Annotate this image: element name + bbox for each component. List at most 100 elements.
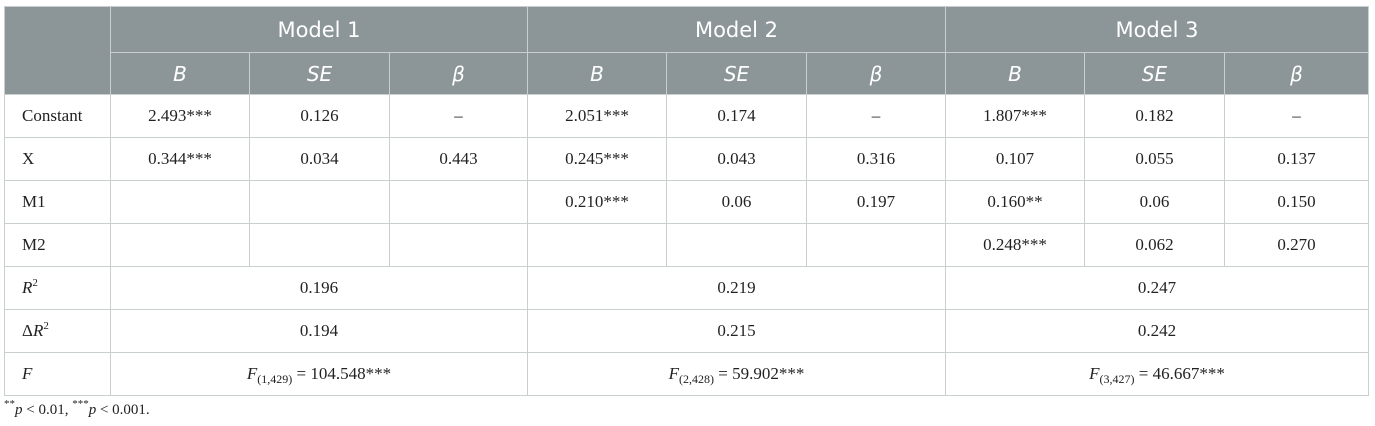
subscript: (3,427) [1099,372,1135,386]
sub-header: B [110,52,250,95]
data-cell: 0.248*** [945,223,1085,267]
sub-header: SE [666,52,807,95]
data-cell: 0.126 [249,94,390,138]
footnote: **p < 0.01, ***p < 0.001. [4,399,150,419]
subscript: (1,429) [257,372,293,386]
data-cell: 0.245*** [527,137,667,181]
symbol: F [1089,364,1100,383]
summary-cell: 0.215 [527,309,946,353]
row-label: ΔR2 [4,309,111,353]
row-label: Constant [4,94,111,138]
prefix: Δ [22,321,33,340]
data-cell: 0.062 [1084,223,1225,267]
group-header: Model 1 [110,6,528,53]
empty-cell [110,223,250,267]
data-cell: 0.06 [666,180,807,224]
empty-cell [110,180,250,224]
subscript: (2,428) [679,372,715,386]
data-row: M2 0.248*** 0.062 0.270 [4,223,1369,267]
summary-row: ΔR2 0.194 0.215 0.242 [4,309,1369,353]
symbol: F [22,364,33,383]
symbol: R [32,321,44,340]
empty-cell [666,223,807,267]
data-cell: 0.06 [1084,180,1225,224]
data-cell: – [806,94,946,138]
summary-cell: 0.247 [945,266,1369,310]
footnote-symbol: p [15,402,23,418]
value: = 59.902*** [714,364,805,383]
corner-cell [4,6,111,95]
data-cell: – [389,94,528,138]
data-cell: 0.174 [666,94,807,138]
empty-cell [806,223,946,267]
data-cell: 0.034 [249,137,390,181]
empty-cell [389,223,528,267]
data-cell: 0.316 [806,137,946,181]
row-label: X [4,137,111,181]
sub-header-row: B SE β B SE β B SE β [5,52,1369,95]
empty-cell [249,223,390,267]
footnote-text: < 0.001. [96,402,150,418]
footnote-mark: *** [72,398,89,410]
data-cell: 1.807*** [945,94,1085,138]
summary-cell: F(1,429) = 104.548*** [110,352,528,396]
sub-header: B [945,52,1085,95]
data-cell: 0.443 [389,137,528,181]
data-cell: 0.137 [1224,137,1369,181]
data-cell: 2.051*** [527,94,667,138]
summary-cell: 0.242 [945,309,1369,353]
sub-header: SE [1084,52,1225,95]
data-cell: 0.150 [1224,180,1369,224]
summary-row: F F(1,429) = 104.548*** F(2,428) = 59.902*… [4,352,1369,396]
sub-header: β [389,52,528,95]
value: = 46.667*** [1134,364,1225,383]
data-row: M1 0.210*** 0.06 0.197 0.160** 0.06 0.150 [4,180,1369,224]
row-label: M1 [4,180,111,224]
empty-cell [389,180,528,224]
summary-row: R2 0.196 0.219 0.247 [4,266,1369,310]
data-cell: 0.344*** [110,137,250,181]
row-label: M2 [4,223,111,267]
symbol: R [22,278,33,297]
footnote-text: < 0.01, [22,402,73,418]
sub-header: B [527,52,667,95]
symbol: F [246,364,258,383]
footnote-mark: ** [4,398,15,410]
data-cell: 0.107 [945,137,1085,181]
sub-header: β [806,52,946,95]
group-header-row: Model 1 Model 2 Model 3 [4,6,1369,95]
data-cell: 0.043 [666,137,807,181]
data-cell: 2.493*** [110,94,250,138]
row-label: F [4,352,111,396]
row-label: R2 [4,266,111,310]
symbol: F [668,364,680,383]
data-cell: 0.055 [1084,137,1225,181]
data-cell: – [1224,94,1369,138]
data-row: X 0.344*** 0.034 0.443 0.245*** 0.043 0.316 0.1… [4,137,1369,181]
summary-cell: F(2,428) = 59.902*** [527,352,946,396]
summary-cell: 0.194 [110,309,528,353]
data-cell: 0.210*** [527,180,667,224]
table-body: Constant 2.493*** 0.126–2.051*** 0.174–1.80… [4,94,1369,396]
data-row: Constant 2.493*** 0.126–2.051*** 0.174–1.80… [4,94,1369,138]
group-header: Model 2 [527,6,946,53]
data-cell: 0.182 [1084,94,1225,138]
sub-header: SE [249,52,390,95]
data-cell: 0.197 [806,180,946,224]
table-header: Model 1 Model 2 Model 3 B SE β B SE β B SE β [4,6,1369,95]
sub-header: β [1224,52,1369,95]
group-header: Model 3 [945,6,1369,53]
regression-table: Model 1 Model 2 Model 3 B SE β B SE β B SE β Consta… [4,6,1369,396]
empty-cell [249,180,390,224]
data-cell: 0.160** [945,180,1085,224]
superscript: 2 [32,277,38,289]
empty-cell [527,223,667,267]
data-cell: 0.270 [1224,223,1369,267]
superscript: 2 [43,320,49,332]
value: = 104.548*** [292,364,392,383]
summary-cell: 0.219 [527,266,946,310]
footnote-symbol: p [88,402,97,418]
summary-cell: F(3,427) = 46.667*** [945,352,1369,396]
summary-cell: 0.196 [110,266,528,310]
